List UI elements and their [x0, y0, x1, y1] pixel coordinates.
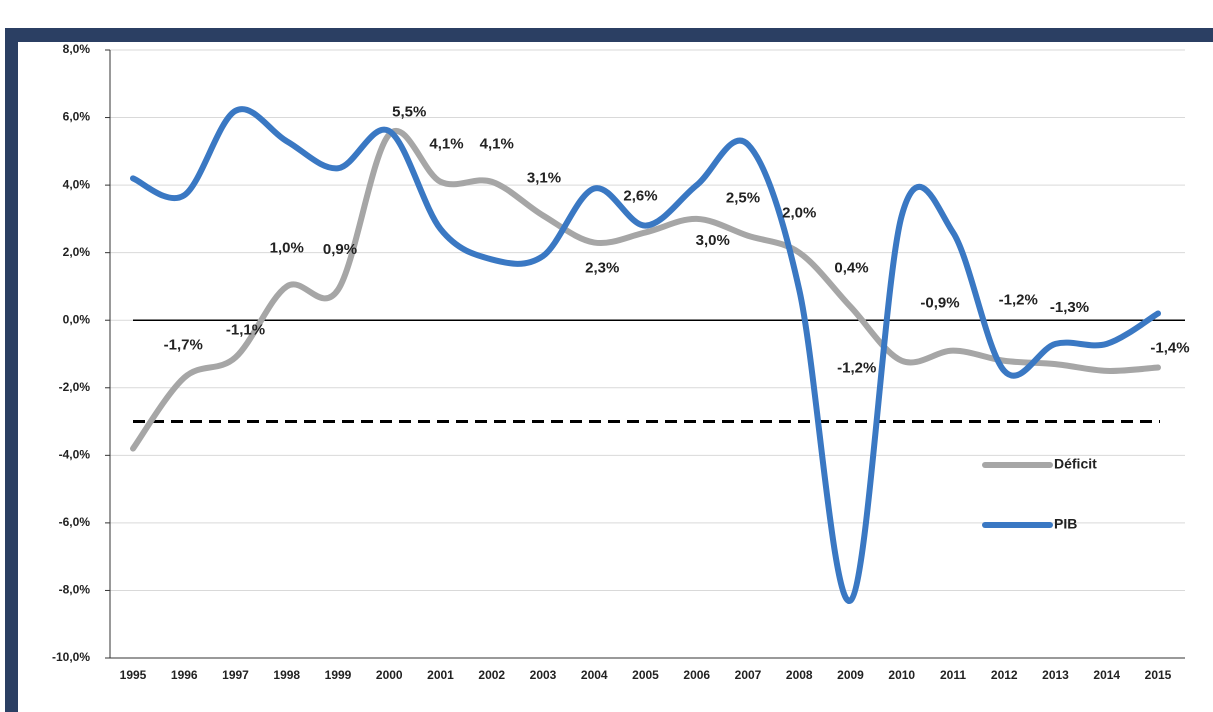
- y-tick-label: 4,0%: [63, 177, 91, 191]
- y-tick-label: -8,0%: [59, 583, 91, 597]
- x-tick-label: 2004: [581, 668, 608, 682]
- data-label: 3,1%: [527, 169, 561, 186]
- x-tick-label: 2011: [940, 668, 966, 682]
- x-tick-label: 2000: [376, 668, 403, 682]
- data-label: 5,5%: [392, 103, 426, 120]
- data-label: 2,5%: [726, 190, 760, 207]
- data-label: 2,6%: [623, 187, 657, 204]
- series-line: [130, 106, 1161, 604]
- y-tick-label: 2,0%: [63, 245, 91, 259]
- x-tick-label: 2009: [837, 668, 864, 682]
- data-label: 3,0%: [696, 232, 730, 249]
- y-tick-label: -6,0%: [59, 515, 91, 529]
- y-tick-label: -2,0%: [59, 380, 91, 394]
- y-tick-label: -10,0%: [52, 650, 90, 664]
- y-tick-label: 0,0%: [63, 312, 91, 326]
- data-label: 4,1%: [480, 136, 514, 153]
- data-label: -1,1%: [226, 321, 265, 338]
- x-tick-label: 2006: [683, 668, 710, 682]
- data-label: -1,3%: [1050, 299, 1089, 316]
- series-line: [130, 128, 1161, 452]
- data-label: -1,2%: [837, 360, 876, 377]
- x-tick-label: 2010: [888, 668, 915, 682]
- y-tick-label: -4,0%: [59, 448, 91, 462]
- x-tick-label: 2008: [786, 668, 813, 682]
- x-tick-label: 2015: [1145, 668, 1172, 682]
- data-label: 0,9%: [323, 241, 357, 258]
- panel: [18, 42, 1213, 712]
- x-tick-label: 2001: [427, 668, 454, 682]
- y-tick-label: 6,0%: [63, 110, 91, 124]
- data-label: 2,0%: [782, 205, 816, 222]
- x-tick-label: 2007: [735, 668, 762, 682]
- legend-label: PIB: [1054, 516, 1077, 532]
- x-tick-label: 1996: [171, 668, 198, 682]
- x-tick-label: 1998: [273, 668, 300, 682]
- data-label: -1,7%: [164, 337, 203, 354]
- data-label: 1,0%: [270, 239, 304, 256]
- x-tick-label: 1995: [120, 668, 147, 682]
- x-tick-label: 2012: [991, 668, 1018, 682]
- x-tick-label: 2005: [632, 668, 659, 682]
- data-label: -1,4%: [1150, 339, 1189, 356]
- x-tick-label: 1999: [325, 668, 352, 682]
- x-tick-label: 2013: [1042, 668, 1069, 682]
- data-label: -1,2%: [999, 292, 1038, 309]
- data-label: 2,3%: [585, 260, 619, 277]
- data-label: 0,4%: [834, 260, 868, 277]
- x-tick-label: 2003: [530, 668, 557, 682]
- data-label: -0,9%: [920, 295, 959, 312]
- data-label: 4,1%: [429, 136, 463, 153]
- x-tick-label: 2002: [478, 668, 505, 682]
- x-tick-label: 2014: [1093, 668, 1120, 682]
- legend-label: Déficit: [1054, 456, 1097, 472]
- y-tick-label: 8,0%: [63, 42, 91, 56]
- x-tick-label: 1997: [222, 668, 249, 682]
